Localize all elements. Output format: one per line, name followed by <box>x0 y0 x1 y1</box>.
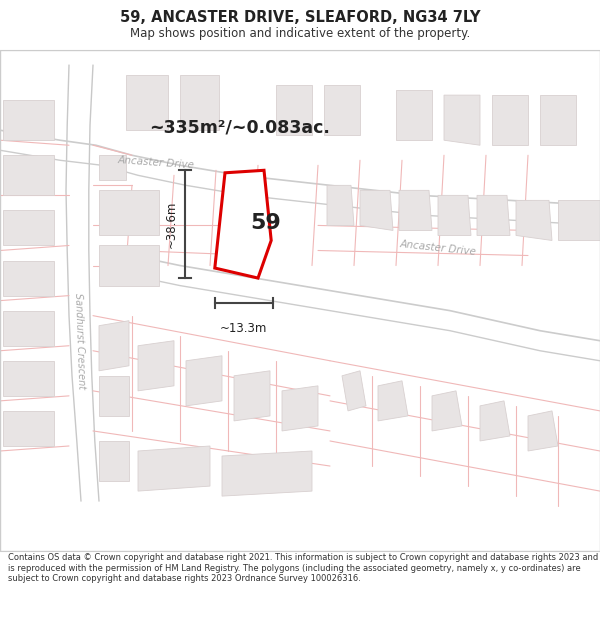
Polygon shape <box>492 95 528 145</box>
Text: 59, ANCASTER DRIVE, SLEAFORD, NG34 7LY: 59, ANCASTER DRIVE, SLEAFORD, NG34 7LY <box>120 10 480 25</box>
Polygon shape <box>282 386 318 431</box>
Polygon shape <box>540 95 576 145</box>
Text: Ancaster Drive: Ancaster Drive <box>118 155 194 171</box>
Polygon shape <box>378 381 408 421</box>
Polygon shape <box>215 170 271 278</box>
Polygon shape <box>3 100 54 140</box>
Polygon shape <box>138 341 174 391</box>
Polygon shape <box>327 186 354 226</box>
Polygon shape <box>342 371 366 411</box>
Polygon shape <box>180 75 219 130</box>
Polygon shape <box>186 356 222 406</box>
Polygon shape <box>396 90 432 140</box>
Polygon shape <box>3 211 54 246</box>
Polygon shape <box>438 196 471 236</box>
Polygon shape <box>99 155 126 181</box>
Polygon shape <box>480 401 510 441</box>
Text: Ancaster Drive: Ancaster Drive <box>399 239 477 257</box>
Polygon shape <box>99 321 129 371</box>
Text: Map shows position and indicative extent of the property.: Map shows position and indicative extent… <box>130 27 470 40</box>
Text: ~13.3m: ~13.3m <box>220 322 268 335</box>
Polygon shape <box>126 75 168 130</box>
Polygon shape <box>99 441 129 481</box>
Polygon shape <box>99 246 159 286</box>
Polygon shape <box>324 85 360 135</box>
Polygon shape <box>558 201 600 241</box>
Polygon shape <box>99 191 159 236</box>
Polygon shape <box>3 155 54 196</box>
Polygon shape <box>360 191 393 231</box>
Polygon shape <box>234 371 270 421</box>
Polygon shape <box>528 411 558 451</box>
Polygon shape <box>516 201 552 241</box>
Text: 59: 59 <box>250 213 281 233</box>
Polygon shape <box>3 361 54 396</box>
Polygon shape <box>432 391 462 431</box>
Polygon shape <box>222 451 312 496</box>
Polygon shape <box>3 261 54 296</box>
Polygon shape <box>138 446 210 491</box>
Polygon shape <box>399 191 432 231</box>
Polygon shape <box>3 411 54 446</box>
Text: ~335m²/~0.083ac.: ~335m²/~0.083ac. <box>149 119 331 137</box>
Text: Sandhurst Crescent: Sandhurst Crescent <box>73 292 86 389</box>
Text: Contains OS data © Crown copyright and database right 2021. This information is : Contains OS data © Crown copyright and d… <box>8 554 598 583</box>
Polygon shape <box>276 85 312 135</box>
Polygon shape <box>444 95 480 145</box>
Text: ~38.6m: ~38.6m <box>165 201 178 248</box>
Polygon shape <box>99 376 129 416</box>
Polygon shape <box>477 196 510 236</box>
Polygon shape <box>3 311 54 346</box>
